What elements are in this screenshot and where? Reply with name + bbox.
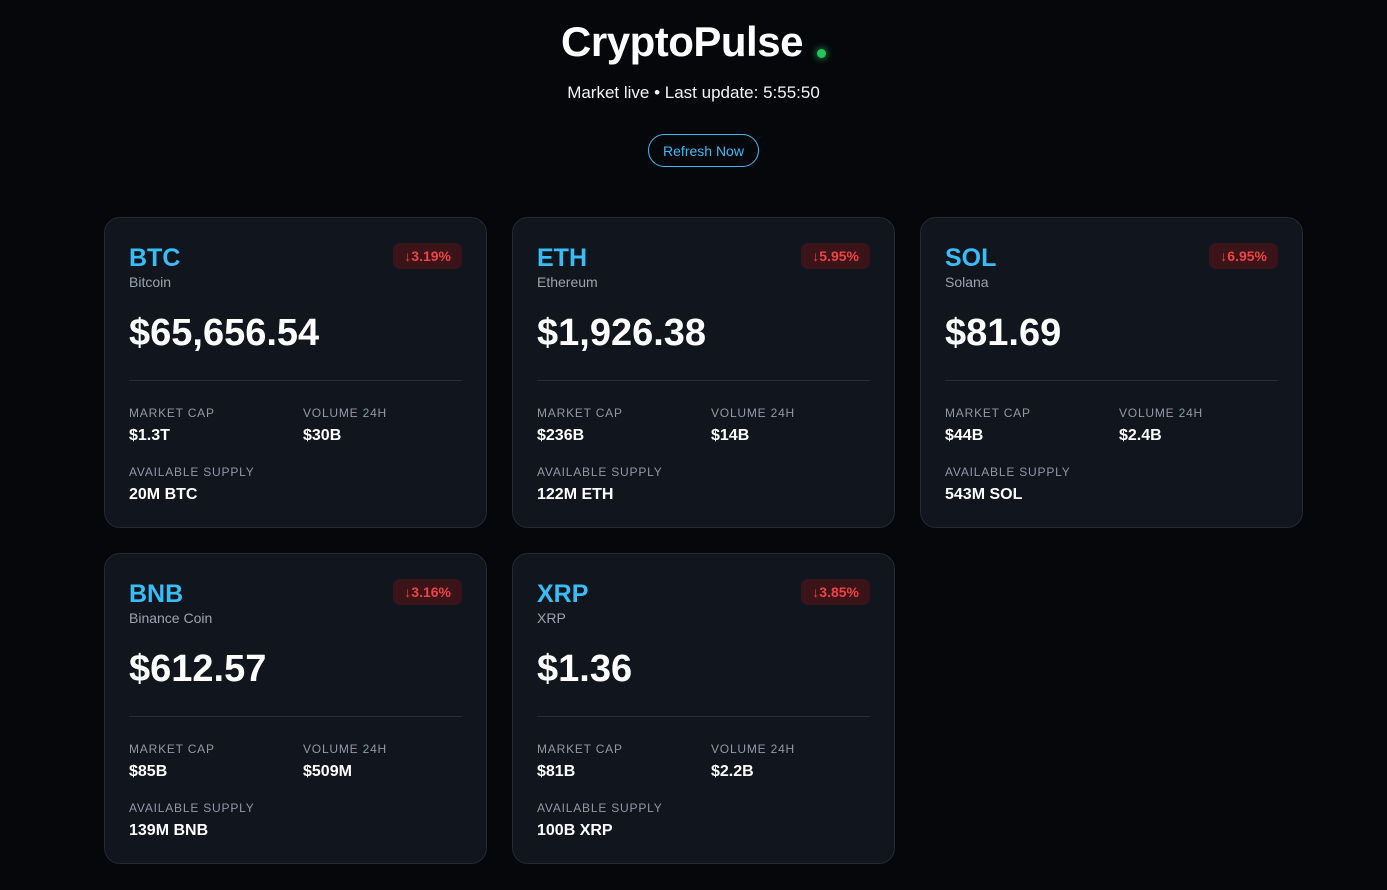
coin-card-bnb: BNB Binance Coin ↓3.16% $612.57 MARKET C… bbox=[104, 553, 487, 864]
app-title: CryptoPulse bbox=[561, 18, 803, 65]
coin-price: $612.57 bbox=[129, 648, 267, 690]
supply-label: AVAILABLE SUPPLY bbox=[537, 465, 663, 479]
volume-value: $2.2B bbox=[711, 763, 754, 780]
volume-label: VOLUME 24H bbox=[303, 742, 388, 756]
divider bbox=[129, 716, 462, 717]
coin-card-btc: BTC Bitcoin ↓3.19% $65,656.54 MARKET CAP… bbox=[104, 217, 487, 528]
market-status: Market live • Last update: 5:55:50 bbox=[567, 83, 820, 102]
coin-symbol: BNB bbox=[129, 580, 184, 608]
supply-value: 543M SOL bbox=[945, 486, 1023, 503]
volume-value: $2.4B bbox=[1119, 427, 1162, 444]
change-badge: ↓3.16% bbox=[393, 579, 462, 605]
coin-card-xrp: XRP XRP ↓3.85% $1.36 MARKET CAP $81B VOL… bbox=[512, 553, 895, 864]
market-cap-value: $85B bbox=[129, 763, 168, 780]
divider bbox=[945, 380, 1278, 381]
coin-price: $1.36 bbox=[537, 648, 633, 690]
supply-value: 139M BNB bbox=[129, 822, 209, 839]
market-cap-value: $236B bbox=[537, 427, 585, 444]
refresh-button[interactable]: Refresh Now bbox=[648, 134, 759, 167]
coin-price: $81.69 bbox=[945, 312, 1062, 354]
coin-card-eth: ETH Ethereum ↓5.95% $1,926.38 MARKET CAP… bbox=[512, 217, 895, 528]
market-cap-value: $1.3T bbox=[129, 427, 170, 444]
supply-value: 100B XRP bbox=[537, 822, 613, 839]
coin-name: Binance Coin bbox=[129, 610, 213, 626]
volume-value: $30B bbox=[303, 427, 342, 444]
coin-name: Solana bbox=[945, 274, 989, 290]
supply-label: AVAILABLE SUPPLY bbox=[129, 801, 255, 815]
market-cap-value: $44B bbox=[945, 427, 984, 444]
change-badge: ↓3.19% bbox=[393, 243, 462, 269]
change-badge: ↓5.95% bbox=[801, 243, 870, 269]
market-cap-value: $81B bbox=[537, 763, 576, 780]
coin-price: $65,656.54 bbox=[129, 312, 320, 354]
change-badge: ↓3.85% bbox=[801, 579, 870, 605]
volume-label: VOLUME 24H bbox=[1119, 406, 1204, 420]
coin-name: XRP bbox=[537, 610, 566, 626]
coin-symbol: BTC bbox=[129, 244, 181, 272]
change-badge: ↓6.95% bbox=[1209, 243, 1278, 269]
coin-price: $1,926.38 bbox=[537, 312, 707, 354]
supply-value: 20M BTC bbox=[129, 486, 198, 503]
coin-name: Bitcoin bbox=[129, 274, 172, 290]
volume-value: $14B bbox=[711, 427, 750, 444]
supply-label: AVAILABLE SUPPLY bbox=[537, 801, 663, 815]
coin-symbol: SOL bbox=[945, 244, 997, 272]
header: CryptoPulse bbox=[0, 18, 1387, 66]
supply-value: 122M ETH bbox=[537, 486, 614, 503]
volume-value: $509M bbox=[303, 763, 352, 780]
divider bbox=[129, 380, 462, 381]
coin-symbol: XRP bbox=[537, 580, 589, 608]
market-cap-label: MARKET CAP bbox=[129, 406, 215, 420]
market-cap-label: MARKET CAP bbox=[129, 742, 215, 756]
volume-label: VOLUME 24H bbox=[711, 742, 796, 756]
supply-label: AVAILABLE SUPPLY bbox=[129, 465, 255, 479]
divider bbox=[537, 716, 870, 717]
coin-card-sol: SOL Solana ↓6.95% $81.69 MARKET CAP $44B… bbox=[920, 217, 1303, 528]
market-cap-label: MARKET CAP bbox=[945, 406, 1031, 420]
market-cap-label: MARKET CAP bbox=[537, 406, 623, 420]
volume-label: VOLUME 24H bbox=[303, 406, 388, 420]
coin-symbol: ETH bbox=[537, 244, 587, 272]
supply-label: AVAILABLE SUPPLY bbox=[945, 465, 1071, 479]
divider bbox=[537, 380, 870, 381]
live-indicator-icon bbox=[816, 49, 826, 59]
market-cap-label: MARKET CAP bbox=[537, 742, 623, 756]
coin-name: Ethereum bbox=[537, 274, 598, 290]
volume-label: VOLUME 24H bbox=[711, 406, 796, 420]
